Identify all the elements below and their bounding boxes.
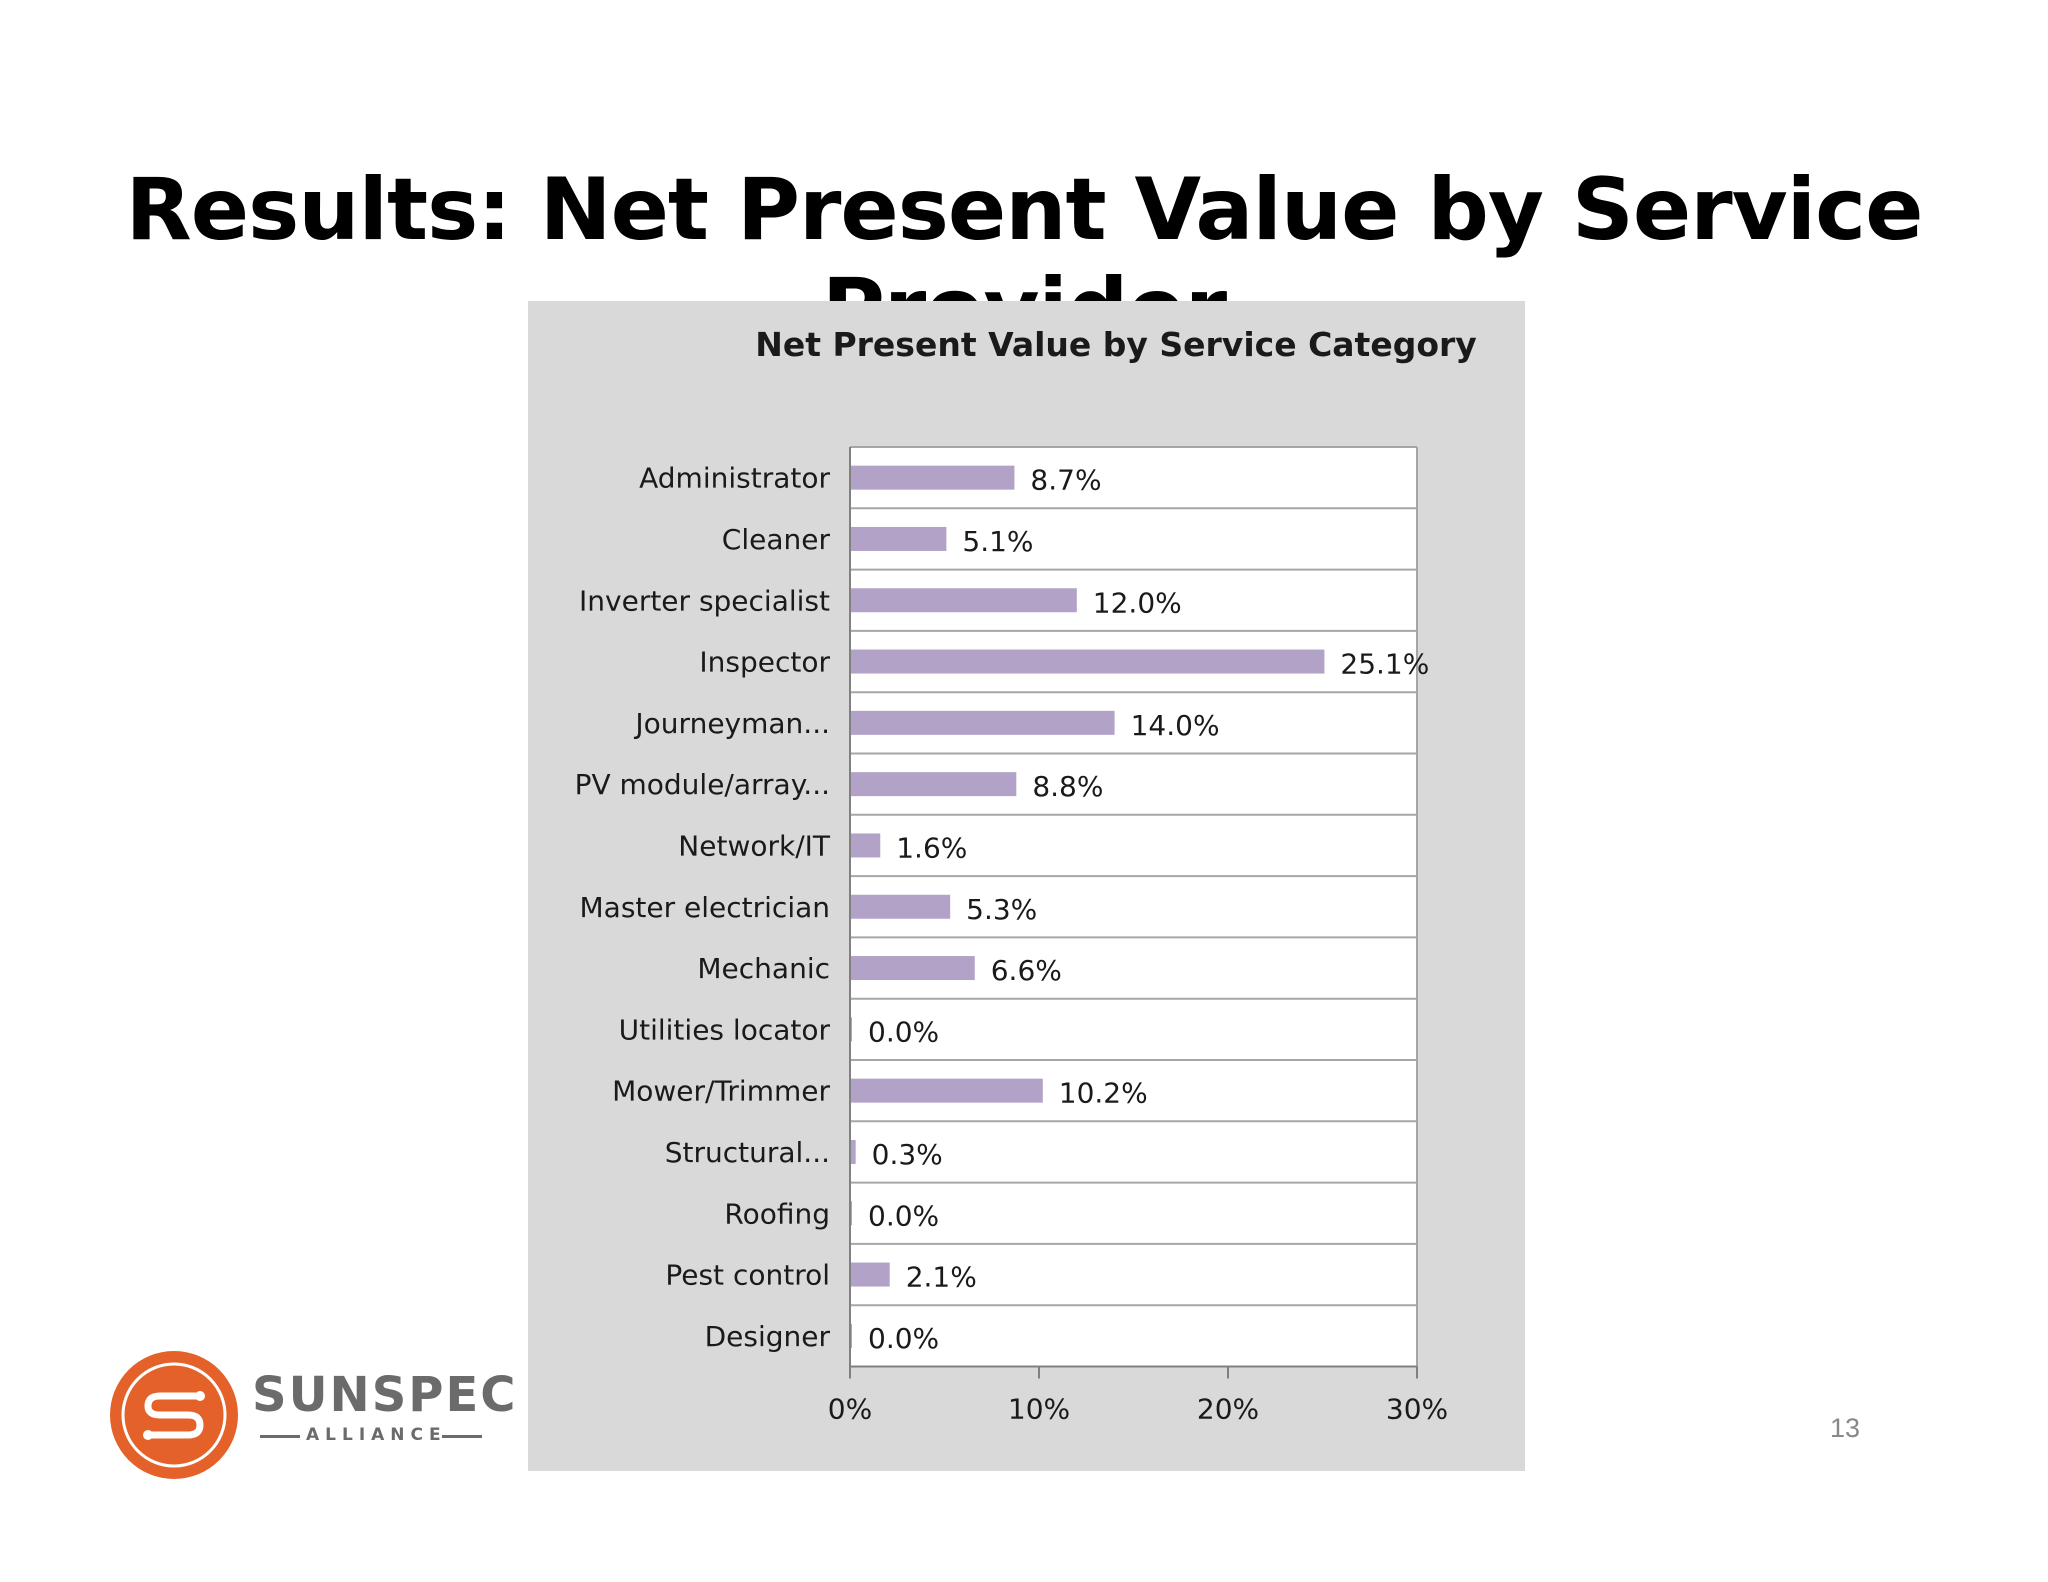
category-label: Designer xyxy=(705,1320,831,1353)
data-label: 6.6% xyxy=(991,954,1062,987)
data-label: 1.6% xyxy=(896,831,967,864)
bar-3 xyxy=(850,649,1325,674)
data-label: 5.3% xyxy=(966,893,1037,926)
bar-0 xyxy=(850,465,1015,490)
bar-5 xyxy=(850,772,1017,797)
data-label: 8.8% xyxy=(1032,770,1103,803)
bar-4 xyxy=(850,710,1115,735)
category-label: Roofing xyxy=(724,1197,830,1230)
data-label: 0.0% xyxy=(868,1199,939,1232)
bar-10 xyxy=(850,1078,1043,1103)
bar-11 xyxy=(850,1139,856,1164)
category-label: Pest control xyxy=(665,1259,830,1292)
page-number: 13 xyxy=(1829,1413,1860,1443)
chart-panel: Net Present Value by Service Category Ad… xyxy=(528,301,1525,1471)
bar-8 xyxy=(850,956,975,981)
chart-title: Net Present Value by Service Category xyxy=(755,325,1477,364)
category-label: Mower/Trimmer xyxy=(612,1075,830,1108)
category-label: Utilities locator xyxy=(619,1013,831,1046)
bar-6 xyxy=(850,833,881,858)
data-label: 0.3% xyxy=(872,1138,943,1171)
data-label: 25.1% xyxy=(1340,648,1429,681)
bar-1 xyxy=(850,526,947,551)
category-label: Inverter specialist xyxy=(579,584,830,617)
data-label: 8.7% xyxy=(1030,464,1101,497)
sunspec-circle-icon xyxy=(110,1351,238,1479)
category-label: Journeyman... xyxy=(633,707,830,740)
bar-7 xyxy=(850,894,951,919)
data-label: 10.2% xyxy=(1059,1077,1148,1110)
logo-name: SUNSPEC xyxy=(252,1367,518,1423)
data-label: 5.1% xyxy=(962,525,1033,558)
category-label: Administrator xyxy=(639,462,830,495)
bar-13 xyxy=(850,1262,890,1287)
category-label: Structural... xyxy=(665,1136,830,1169)
npv-bar-chart: Net Present Value by Service Category Ad… xyxy=(575,325,1477,1426)
category-label: Inspector xyxy=(699,646,830,679)
sunspec-logo: SUNSPEC ALLIANCE xyxy=(108,1349,515,1484)
x-tick-label: 30% xyxy=(1386,1393,1448,1426)
bar-2 xyxy=(850,588,1077,613)
x-tick-label: 0% xyxy=(828,1393,872,1426)
logo-divider-right xyxy=(442,1435,482,1438)
category-label: Network/IT xyxy=(678,829,831,862)
category-label: Master electrician xyxy=(580,891,831,924)
category-label: Mechanic xyxy=(697,952,830,985)
data-label: 14.0% xyxy=(1131,709,1220,742)
plot-area: Administrator 8.7% Cleaner 5.1% Inverter spe… xyxy=(575,446,1448,1426)
category-label: PV module/array... xyxy=(575,768,830,801)
logo-divider-left xyxy=(260,1435,300,1438)
category-label: Cleaner xyxy=(722,523,831,556)
data-label: 12.0% xyxy=(1093,586,1182,619)
data-label: 0.0% xyxy=(868,1322,939,1355)
x-tick-label: 10% xyxy=(1008,1393,1070,1426)
x-tick-label: 20% xyxy=(1197,1393,1259,1426)
logo-subtitle: ALLIANCE xyxy=(306,1425,447,1445)
data-label: 0.0% xyxy=(868,1015,939,1048)
data-label: 2.1% xyxy=(906,1261,977,1294)
